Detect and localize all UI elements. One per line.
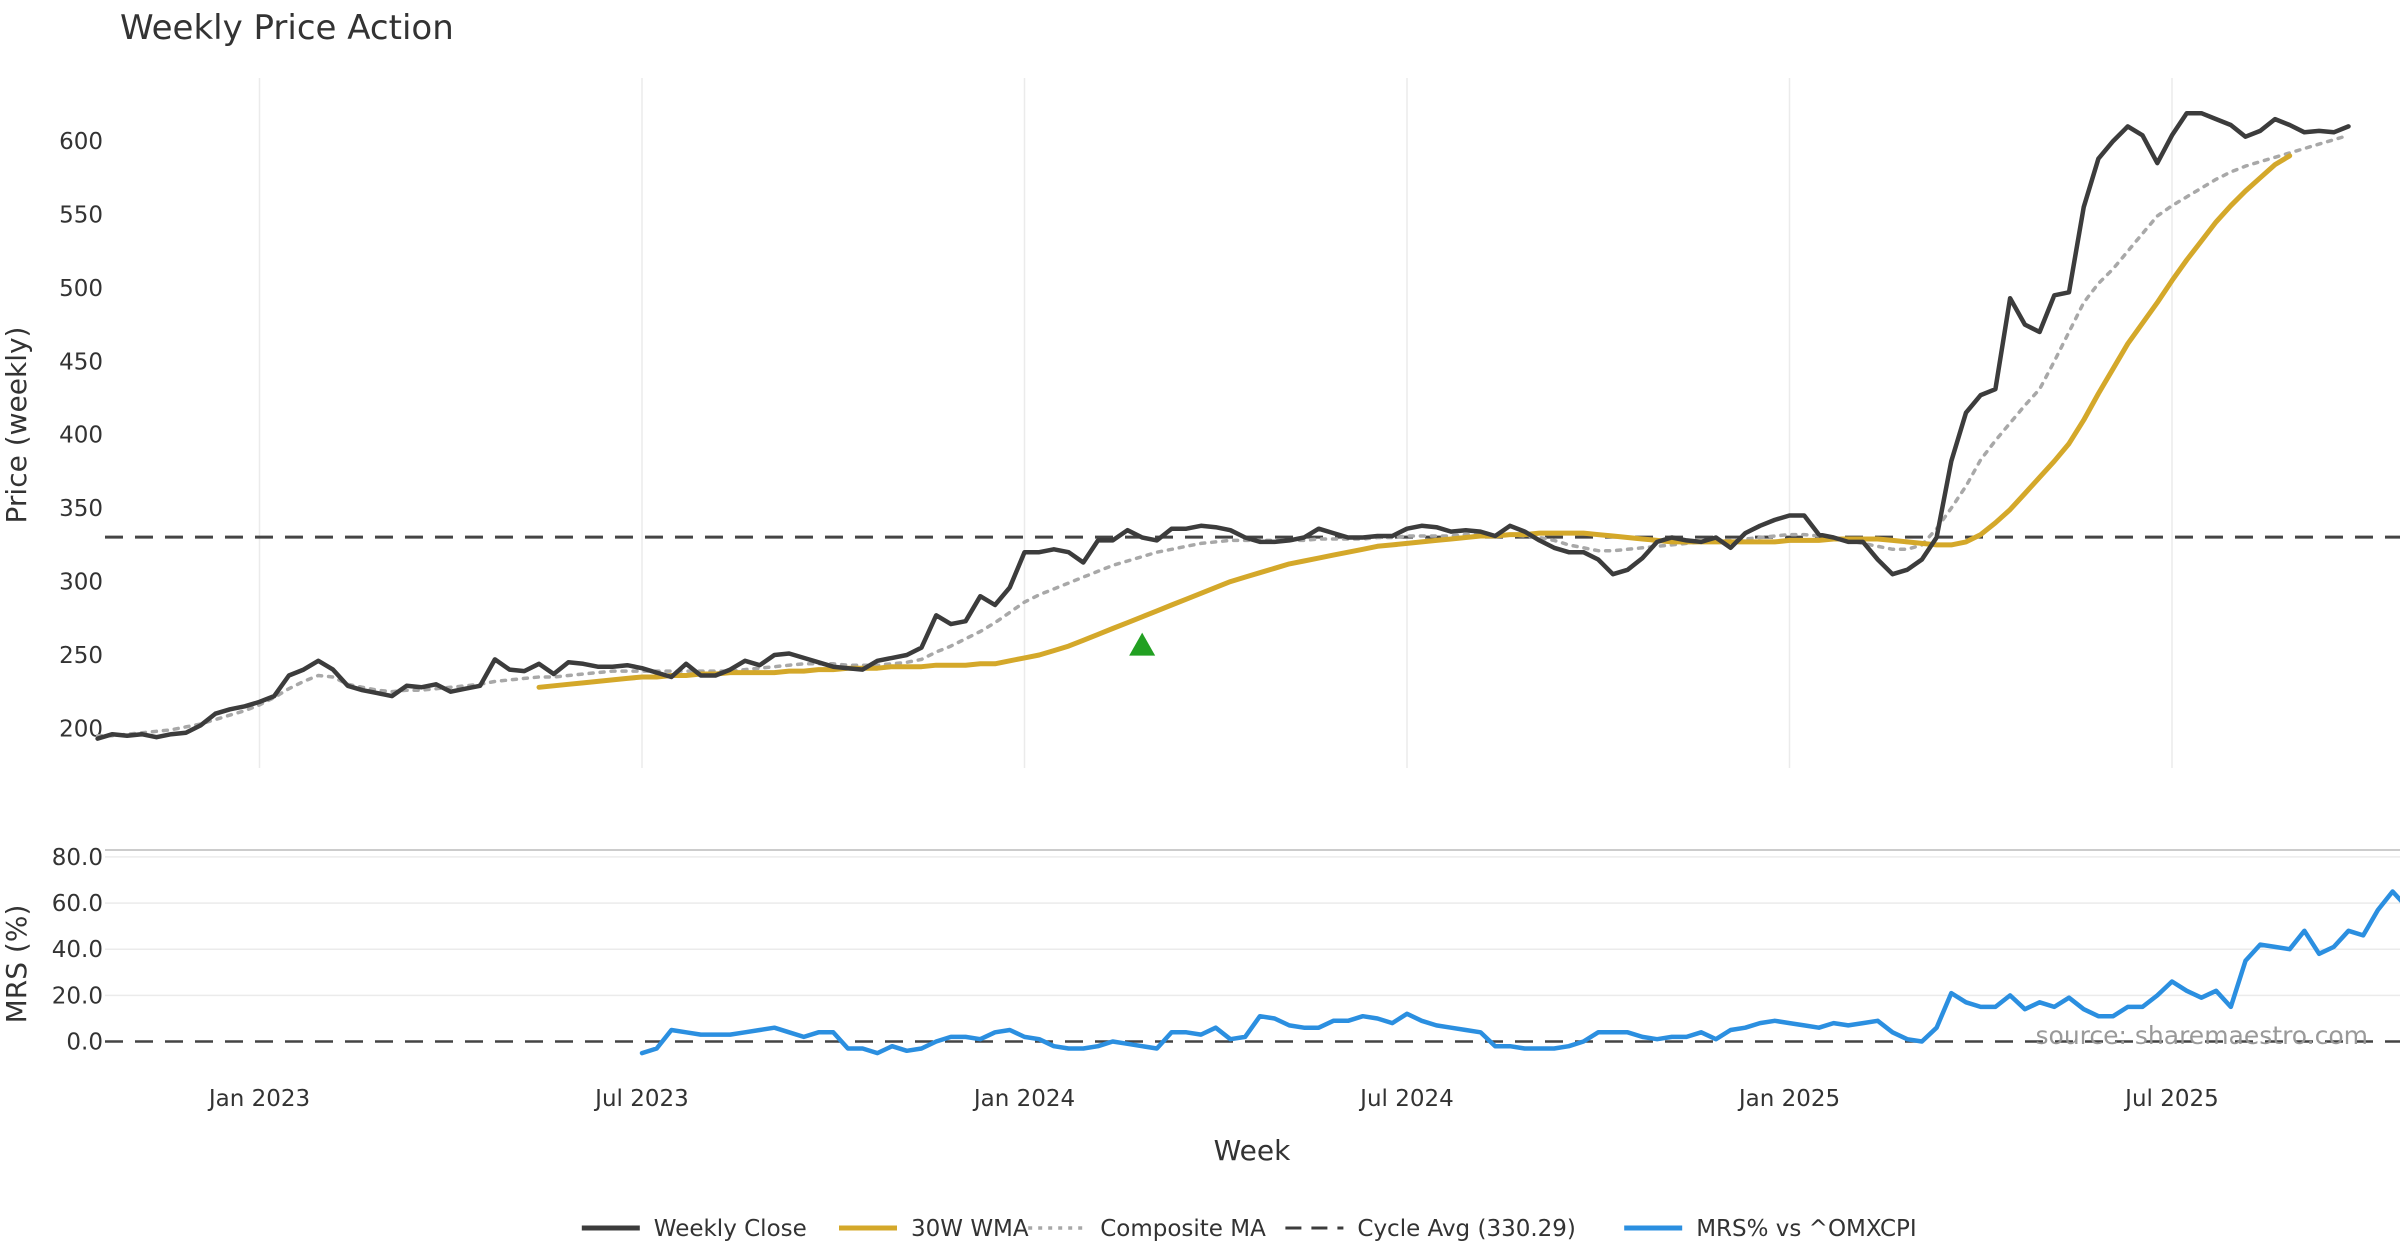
price-y-tick-label: 300 [59,570,103,596]
mrs-y-tick-label: 0.0 [66,1030,103,1056]
legend-label: Cycle Avg (330.29) [1357,1216,1576,1242]
x-tick-label: Jan 2024 [972,1086,1075,1112]
composite-ma-line [95,133,2351,738]
price-y-tick-label: 450 [59,349,103,375]
legend-label: Weekly Close [654,1216,807,1242]
mrs-line [639,889,2400,1056]
legend: Weekly Close 30W WMA Composite MA Cycle Avg… [581,1216,1917,1242]
mrs-y-tick-label: 20.0 [52,983,103,1009]
x-tick-label: Jan 2025 [1737,1086,1840,1112]
buy-signal-marker [1129,632,1156,656]
mrs-y-ticks: 0.0 20.0 40.0 60.0 80.0 [52,845,103,1056]
price-y-tick-label: 350 [59,496,103,522]
price-grid [258,78,2173,768]
price-y-tick-label: 400 [59,423,103,449]
x-axis-title: Week [1214,1134,1291,1167]
price-series [95,110,2400,741]
price-y-tick-label: 500 [59,276,103,302]
price-y-axis-title: Price (weekly) [0,327,33,524]
legend-label: 30W WMA [911,1216,1029,1242]
legend-label: MRS% vs ^OMXCPI [1696,1216,1917,1242]
mrs-y-tick-label: 40.0 [52,937,103,963]
source-watermark: source: sharemaestro.com [2036,1021,2369,1050]
30w-wma-line [536,153,2293,690]
price-y-tick-label: 600 [59,129,103,155]
mrs-y-axis-title: MRS (%) [0,905,33,1024]
legend-label: Composite MA [1100,1216,1266,1242]
chart-title: Weekly Price Action [120,8,454,48]
x-tick-label: Jul 2024 [1358,1086,1454,1112]
x-axis-ticks: Jan 2023 Jul 2023 Jan 2024 Jul 2024 Jan 2025… [207,1086,2219,1112]
mrs-grid [105,856,2400,1043]
mrs-series [639,889,2400,1056]
x-tick-label: Jul 2025 [2123,1086,2219,1112]
mrs-y-tick-label: 60.0 [52,891,103,917]
mrs-y-tick-label: 80.0 [52,845,103,871]
x-tick-label: Jan 2023 [207,1086,310,1112]
price-y-tick-label: 250 [59,643,103,669]
weekly-close-line [95,110,2351,741]
x-tick-label: Jul 2023 [593,1086,689,1112]
price-y-tick-label: 550 [59,203,103,229]
